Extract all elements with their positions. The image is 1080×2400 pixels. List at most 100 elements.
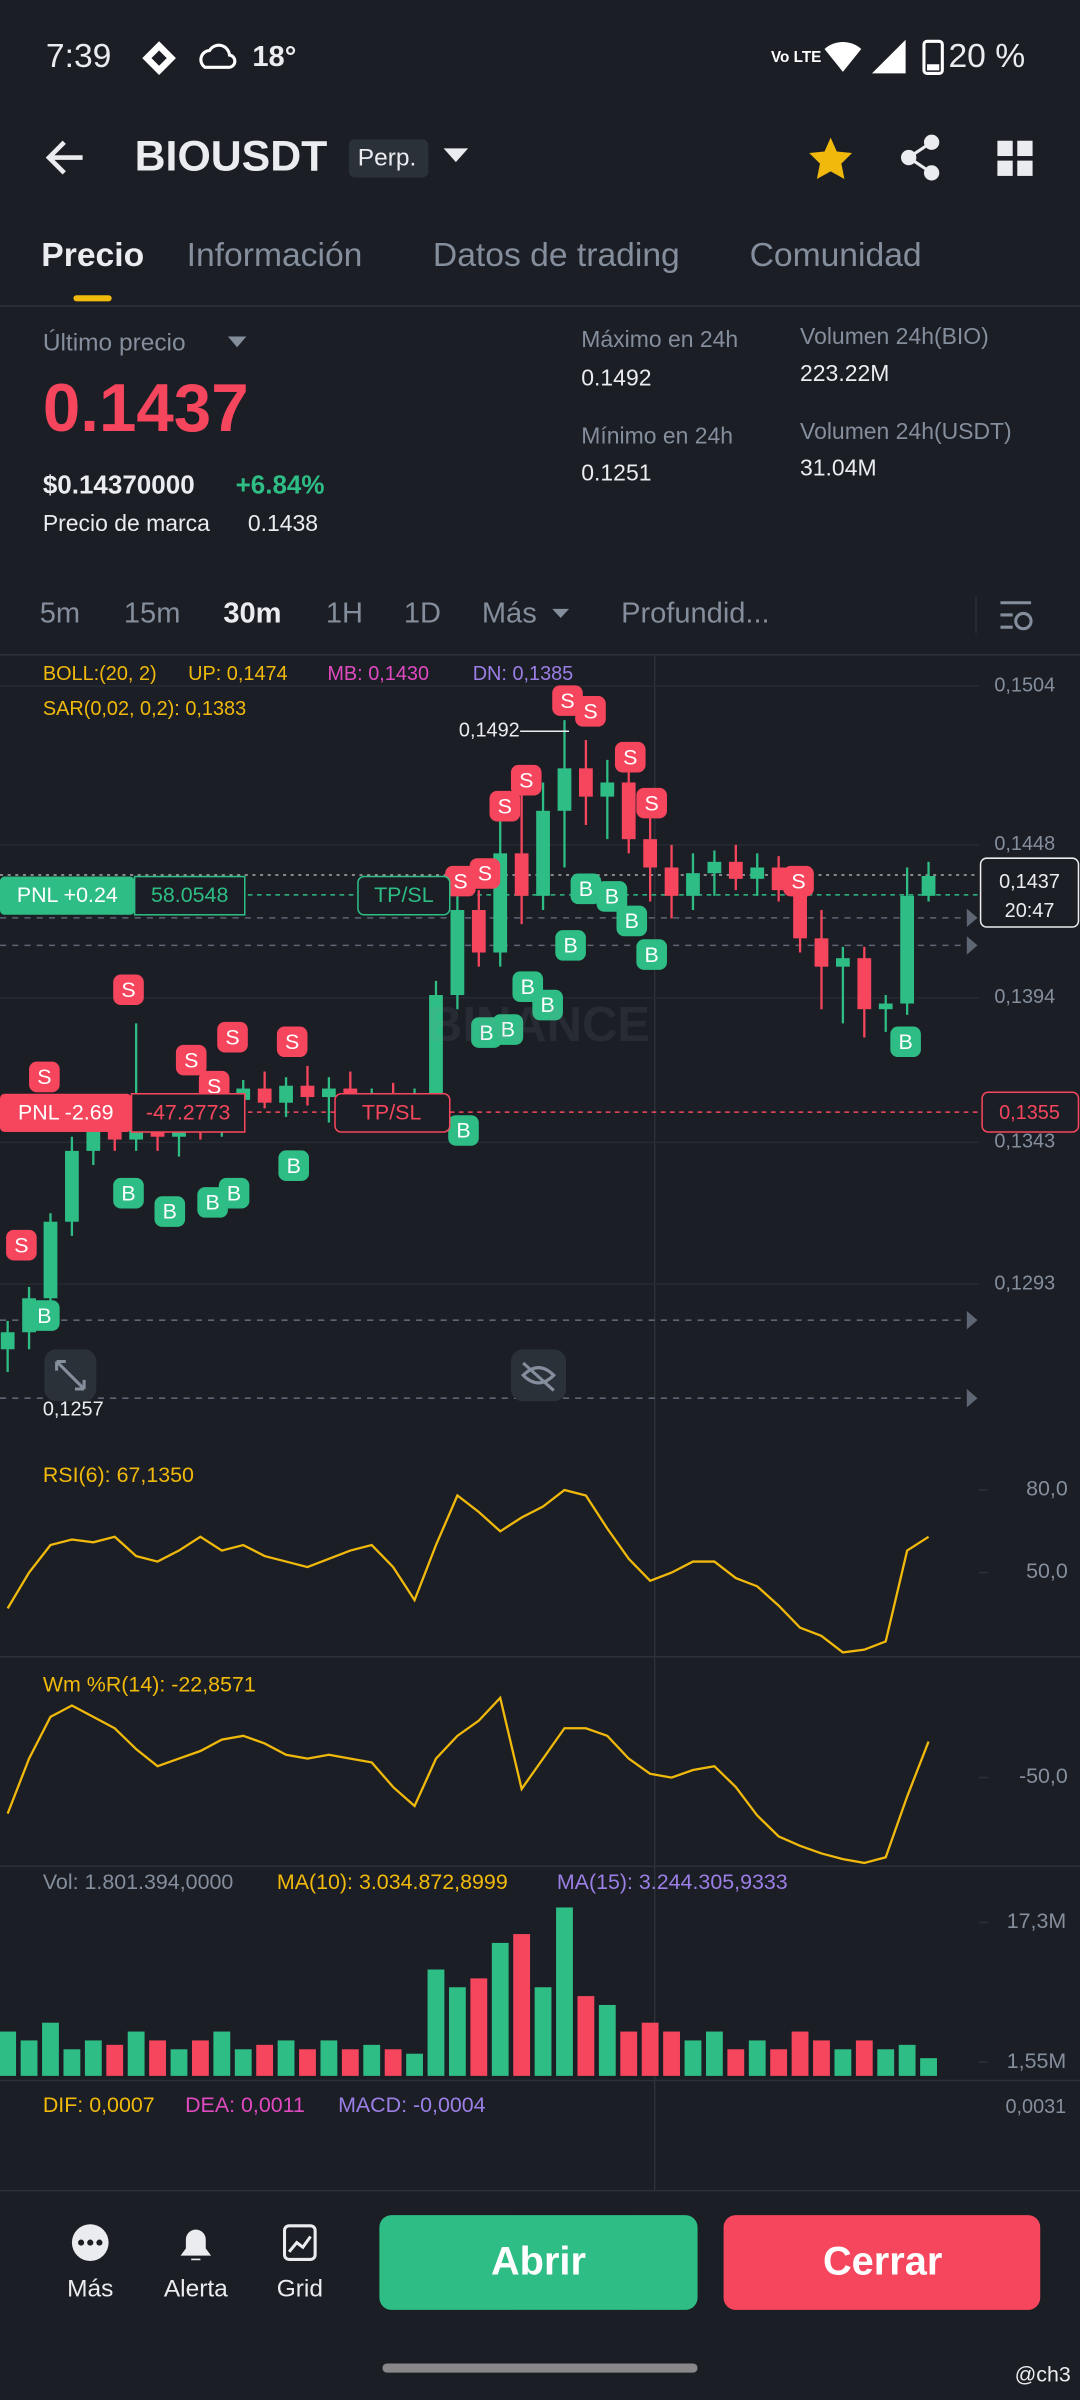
status-bar-battery: 20 % xyxy=(948,38,1025,75)
trade-marker xyxy=(890,1026,921,1058)
more-dropdown[interactable] xyxy=(552,608,570,619)
trade-marker-label: B xyxy=(521,975,535,999)
intervals: 30m xyxy=(223,598,281,630)
trade-marker-label: B xyxy=(605,885,619,909)
volume-bar xyxy=(213,2031,231,2076)
trade-marker xyxy=(29,1300,60,1331)
amount-badge[interactable] xyxy=(130,1093,246,1133)
favorite-button[interactable] xyxy=(809,137,853,179)
candle-body xyxy=(86,1128,101,1151)
trade-marker-label: S xyxy=(583,700,597,724)
trade-marker xyxy=(532,989,563,1021)
alert-button[interactable] xyxy=(180,2229,212,2261)
trade-marker xyxy=(6,1229,37,1261)
trade-marker xyxy=(783,865,814,897)
amount-badge[interactable] xyxy=(133,875,246,916)
trade-marker-label: B xyxy=(227,1181,241,1205)
ticker-vol-quote-label: Volumen 24h(USDT) xyxy=(800,418,1012,444)
trade-marker xyxy=(29,1061,60,1093)
more-button[interactable] xyxy=(71,2224,109,2261)
macd-scale-label: 0,0031 xyxy=(1005,2096,1066,2118)
trade-marker xyxy=(616,905,648,937)
tab-indicator xyxy=(73,295,112,302)
candle-body xyxy=(707,861,722,874)
chart-settings-button[interactable] xyxy=(1000,601,1033,631)
trade-marker xyxy=(614,741,646,773)
rsi-chart-title: RSI(6): 67,1350 xyxy=(43,1463,194,1487)
status-bar-temperature: 18° xyxy=(252,41,296,73)
trade-marker-label: S xyxy=(623,745,637,769)
candle-body xyxy=(878,1003,893,1010)
ticker-mark-price: 0.1438 xyxy=(248,510,318,536)
trade-marker xyxy=(154,1196,186,1227)
trade-marker xyxy=(113,1177,144,1209)
candle-body xyxy=(900,895,915,1004)
close-button[interactable] xyxy=(723,2215,1041,2310)
macd-dea: DEA: 0,0011 xyxy=(185,2093,305,2117)
y-tick-label: 0,1448 xyxy=(994,833,1055,855)
price-dropdown[interactable] xyxy=(227,336,247,348)
trade-marker-label: B xyxy=(898,1030,912,1054)
pnl-badge[interactable] xyxy=(0,1093,132,1133)
volume-bar xyxy=(448,1987,466,2076)
open-button[interactable] xyxy=(379,2215,698,2310)
trade-marker xyxy=(555,930,586,961)
tpsl-button[interactable] xyxy=(334,1093,451,1133)
volume-bar xyxy=(170,2049,188,2076)
price-chart-order-price: 0,1355 xyxy=(999,1102,1060,1124)
intervals: Profundid... xyxy=(621,598,770,630)
contract-badge xyxy=(348,139,429,178)
trade-marker-label: B xyxy=(541,993,555,1017)
trade-marker-label: S xyxy=(285,1030,299,1054)
price-chart-countdown: 20:47 xyxy=(1005,900,1055,922)
bottom-bar-more: Más xyxy=(67,2276,113,2303)
volume-bar xyxy=(277,2040,295,2076)
volume-bar xyxy=(727,2049,745,2076)
bottom-bar-grid: Grid xyxy=(277,2276,323,2303)
candle-body xyxy=(793,890,807,939)
ticker-vol-base: 223.22M xyxy=(800,360,889,386)
volume-bar xyxy=(663,2031,680,2076)
candle-body xyxy=(471,910,486,953)
ticker-vol-quote: 31.04M xyxy=(800,455,877,481)
candle-body xyxy=(0,1332,15,1350)
trade-marker xyxy=(636,787,667,819)
candle-body xyxy=(686,873,700,896)
header-contract: Perp. xyxy=(358,145,416,172)
trade-marker-label: B xyxy=(121,1181,135,1205)
candle-body xyxy=(750,867,765,879)
candle-body xyxy=(921,876,936,896)
wr-chart-title: Wm %R(14): -22,8571 xyxy=(43,1672,256,1696)
volume-bar xyxy=(427,1969,445,2076)
y-tick-label: 17,3M xyxy=(1007,1909,1067,1933)
volume-bar xyxy=(42,2022,59,2076)
pnl-badge[interactable] xyxy=(0,876,135,915)
order-price-badge xyxy=(981,1091,1080,1133)
volume-bar xyxy=(84,2040,102,2076)
trade-marker-label: B xyxy=(501,1018,515,1042)
home-indicator xyxy=(382,2363,698,2373)
share-button[interactable] xyxy=(901,134,940,181)
volume-bar xyxy=(791,2031,809,2076)
layout-button[interactable] xyxy=(997,140,1033,176)
guide-arrows xyxy=(966,908,978,1408)
volume-bar xyxy=(384,2049,402,2076)
symbol-dropdown[interactable] xyxy=(443,148,469,163)
trade-marker xyxy=(175,1044,207,1076)
macd-macd: MACD: -0,0004 xyxy=(338,2093,486,2117)
back-button[interactable] xyxy=(45,140,83,175)
volume-bar xyxy=(620,2031,638,2076)
hide-button[interactable] xyxy=(510,1349,567,1402)
tpsl-button[interactable] xyxy=(357,875,451,916)
grid-button[interactable] xyxy=(283,2224,317,2261)
volume-bar xyxy=(598,2004,616,2076)
trade-marker-label: B xyxy=(479,1021,493,1045)
fullscreen-button[interactable] xyxy=(44,1349,97,1402)
tabs: Precio xyxy=(41,237,144,274)
trade-marker xyxy=(448,1115,479,1146)
candle-body xyxy=(65,1150,79,1222)
y-tick-label: 0,1394 xyxy=(994,986,1055,1008)
trade-marker-label: S xyxy=(37,1065,51,1089)
price-chart-last-price: 0,1437 xyxy=(999,871,1060,893)
